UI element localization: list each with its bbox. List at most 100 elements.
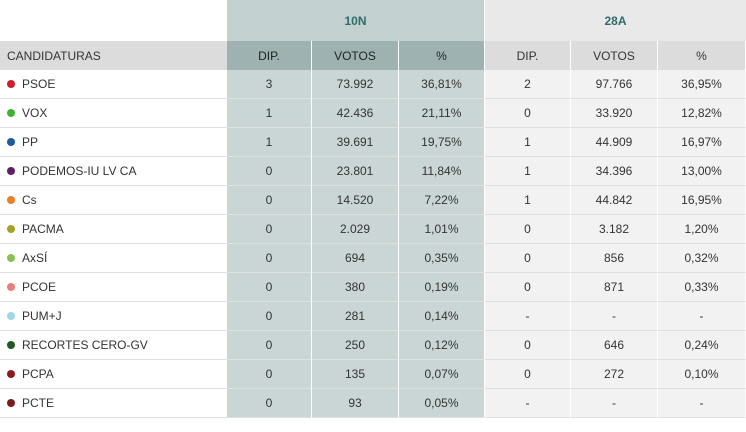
col-header-candidaturas: CANDIDATURAS	[0, 41, 227, 70]
votos-28a-cell: 44.842	[571, 186, 658, 215]
pct-28a-cell: 0,33%	[658, 273, 746, 302]
pct-10n-cell: 0,12%	[399, 331, 485, 360]
dip-28a-cell: -	[485, 389, 571, 418]
party-name: PCOE	[22, 280, 57, 294]
party-cell: VOX	[0, 99, 227, 128]
votos-10n-cell: 14.520	[312, 186, 399, 215]
votos-28a-cell: 272	[571, 360, 658, 389]
pct-28a-cell: 13,00%	[658, 157, 746, 186]
dip-28a-cell: 2	[485, 70, 571, 99]
party-color-dot-icon	[7, 79, 15, 88]
dip-10n-cell: 0	[227, 244, 312, 273]
pct-28a-cell: 0,10%	[658, 360, 746, 389]
party-name: PCPA	[22, 367, 54, 381]
votos-10n-cell: 694	[312, 244, 399, 273]
dip-10n-cell: 0	[227, 331, 312, 360]
pct-10n-cell: 0,14%	[399, 302, 485, 331]
pct-28a-cell: 16,95%	[658, 186, 746, 215]
col-header-28a-pct: %	[658, 41, 746, 70]
party-cell: PACMA	[0, 215, 227, 244]
dip-10n-cell: 0	[227, 389, 312, 418]
col-header-10n-pct: %	[399, 41, 485, 70]
party-cell: RECORTES CERO-GV	[0, 331, 227, 360]
dip-10n-cell: 1	[227, 128, 312, 157]
table-row: VOX 1 42.436 21,11% 0 33.920 12,82%	[0, 99, 746, 128]
party-name: PP	[22, 135, 39, 149]
party-cell: Cs	[0, 186, 227, 215]
corner-blank	[0, 0, 227, 41]
party-cell: AxSÍ	[0, 244, 227, 273]
votos-28a-cell: 33.920	[571, 99, 658, 128]
party-cell: PODEMOS-IU LV CA	[0, 157, 227, 186]
party-color-dot-icon	[7, 311, 15, 320]
votos-10n-cell: 380	[312, 273, 399, 302]
party-color-dot-icon	[7, 195, 15, 204]
pct-10n-cell: 0,35%	[399, 244, 485, 273]
dip-10n-cell: 0	[227, 360, 312, 389]
party-color-dot-icon	[7, 137, 15, 146]
votos-10n-cell: 281	[312, 302, 399, 331]
pct-10n-cell: 7,22%	[399, 186, 485, 215]
votos-10n-cell: 93	[312, 389, 399, 418]
party-color-dot-icon	[7, 253, 15, 262]
col-header-10n-dip: DIP.	[227, 41, 312, 70]
dip-28a-cell: 0	[485, 215, 571, 244]
party-name: PODEMOS-IU LV CA	[22, 164, 137, 178]
table-row: AxSÍ 0 694 0,35% 0 856 0,32%	[0, 244, 746, 273]
dip-28a-cell: 0	[485, 331, 571, 360]
col-header-28a-dip: DIP.	[485, 41, 571, 70]
pct-28a-cell: 1,20%	[658, 215, 746, 244]
table-row: PCPA 0 135 0,07% 0 272 0,10%	[0, 360, 746, 389]
pct-10n-cell: 11,84%	[399, 157, 485, 186]
party-name: PACMA	[22, 222, 64, 236]
party-color-dot-icon	[7, 166, 15, 175]
dip-10n-cell: 0	[227, 157, 312, 186]
pct-10n-cell: 0,19%	[399, 273, 485, 302]
dip-28a-cell: 0	[485, 273, 571, 302]
dip-10n-cell: 0	[227, 302, 312, 331]
column-header-row: CANDIDATURAS DIP. VOTOS % DIP. VOTOS %	[0, 41, 746, 70]
party-name: RECORTES CERO-GV	[22, 338, 148, 352]
dip-10n-cell: 0	[227, 186, 312, 215]
votos-10n-cell: 73.992	[312, 70, 399, 99]
party-name: PSOE	[22, 77, 56, 91]
votos-10n-cell: 135	[312, 360, 399, 389]
dip-28a-cell: -	[485, 302, 571, 331]
table-row: RECORTES CERO-GV 0 250 0,12% 0 646 0,24%	[0, 331, 746, 360]
votos-28a-cell: -	[571, 389, 658, 418]
period-10n-header: 10N	[227, 0, 485, 41]
votos-28a-cell: 3.182	[571, 215, 658, 244]
pct-28a-cell: -	[658, 302, 746, 331]
dip-10n-cell: 1	[227, 99, 312, 128]
table-row: Cs 0 14.520 7,22% 1 44.842 16,95%	[0, 186, 746, 215]
table-row: PP 1 39.691 19,75% 1 44.909 16,97%	[0, 128, 746, 157]
votos-10n-cell: 23.801	[312, 157, 399, 186]
table-row: PUM+J 0 281 0,14% - - -	[0, 302, 746, 331]
party-color-dot-icon	[7, 369, 15, 378]
party-cell: PUM+J	[0, 302, 227, 331]
party-cell: PP	[0, 128, 227, 157]
votos-10n-cell: 2.029	[312, 215, 399, 244]
pct-10n-cell: 21,11%	[399, 99, 485, 128]
votos-10n-cell: 42.436	[312, 99, 399, 128]
col-header-28a-votos: VOTOS	[571, 41, 658, 70]
votos-28a-cell: 44.909	[571, 128, 658, 157]
party-color-dot-icon	[7, 108, 15, 117]
votos-10n-cell: 39.691	[312, 128, 399, 157]
pct-28a-cell: 36,95%	[658, 70, 746, 99]
pct-10n-cell: 0,07%	[399, 360, 485, 389]
pct-28a-cell: -	[658, 389, 746, 418]
dip-28a-cell: 1	[485, 186, 571, 215]
pct-28a-cell: 0,24%	[658, 331, 746, 360]
votos-28a-cell: 856	[571, 244, 658, 273]
pct-28a-cell: 12,82%	[658, 99, 746, 128]
votos-28a-cell: 871	[571, 273, 658, 302]
table-row: PCTE 0 93 0,05% - - -	[0, 389, 746, 418]
table-row: PSOE 3 73.992 36,81% 2 97.766 36,95%	[0, 70, 746, 99]
pct-10n-cell: 19,75%	[399, 128, 485, 157]
period-header-row: 10N 28A	[0, 0, 746, 41]
dip-10n-cell: 3	[227, 70, 312, 99]
party-cell: PCOE	[0, 273, 227, 302]
party-name: VOX	[22, 106, 48, 120]
party-name: AxSÍ	[22, 251, 48, 265]
